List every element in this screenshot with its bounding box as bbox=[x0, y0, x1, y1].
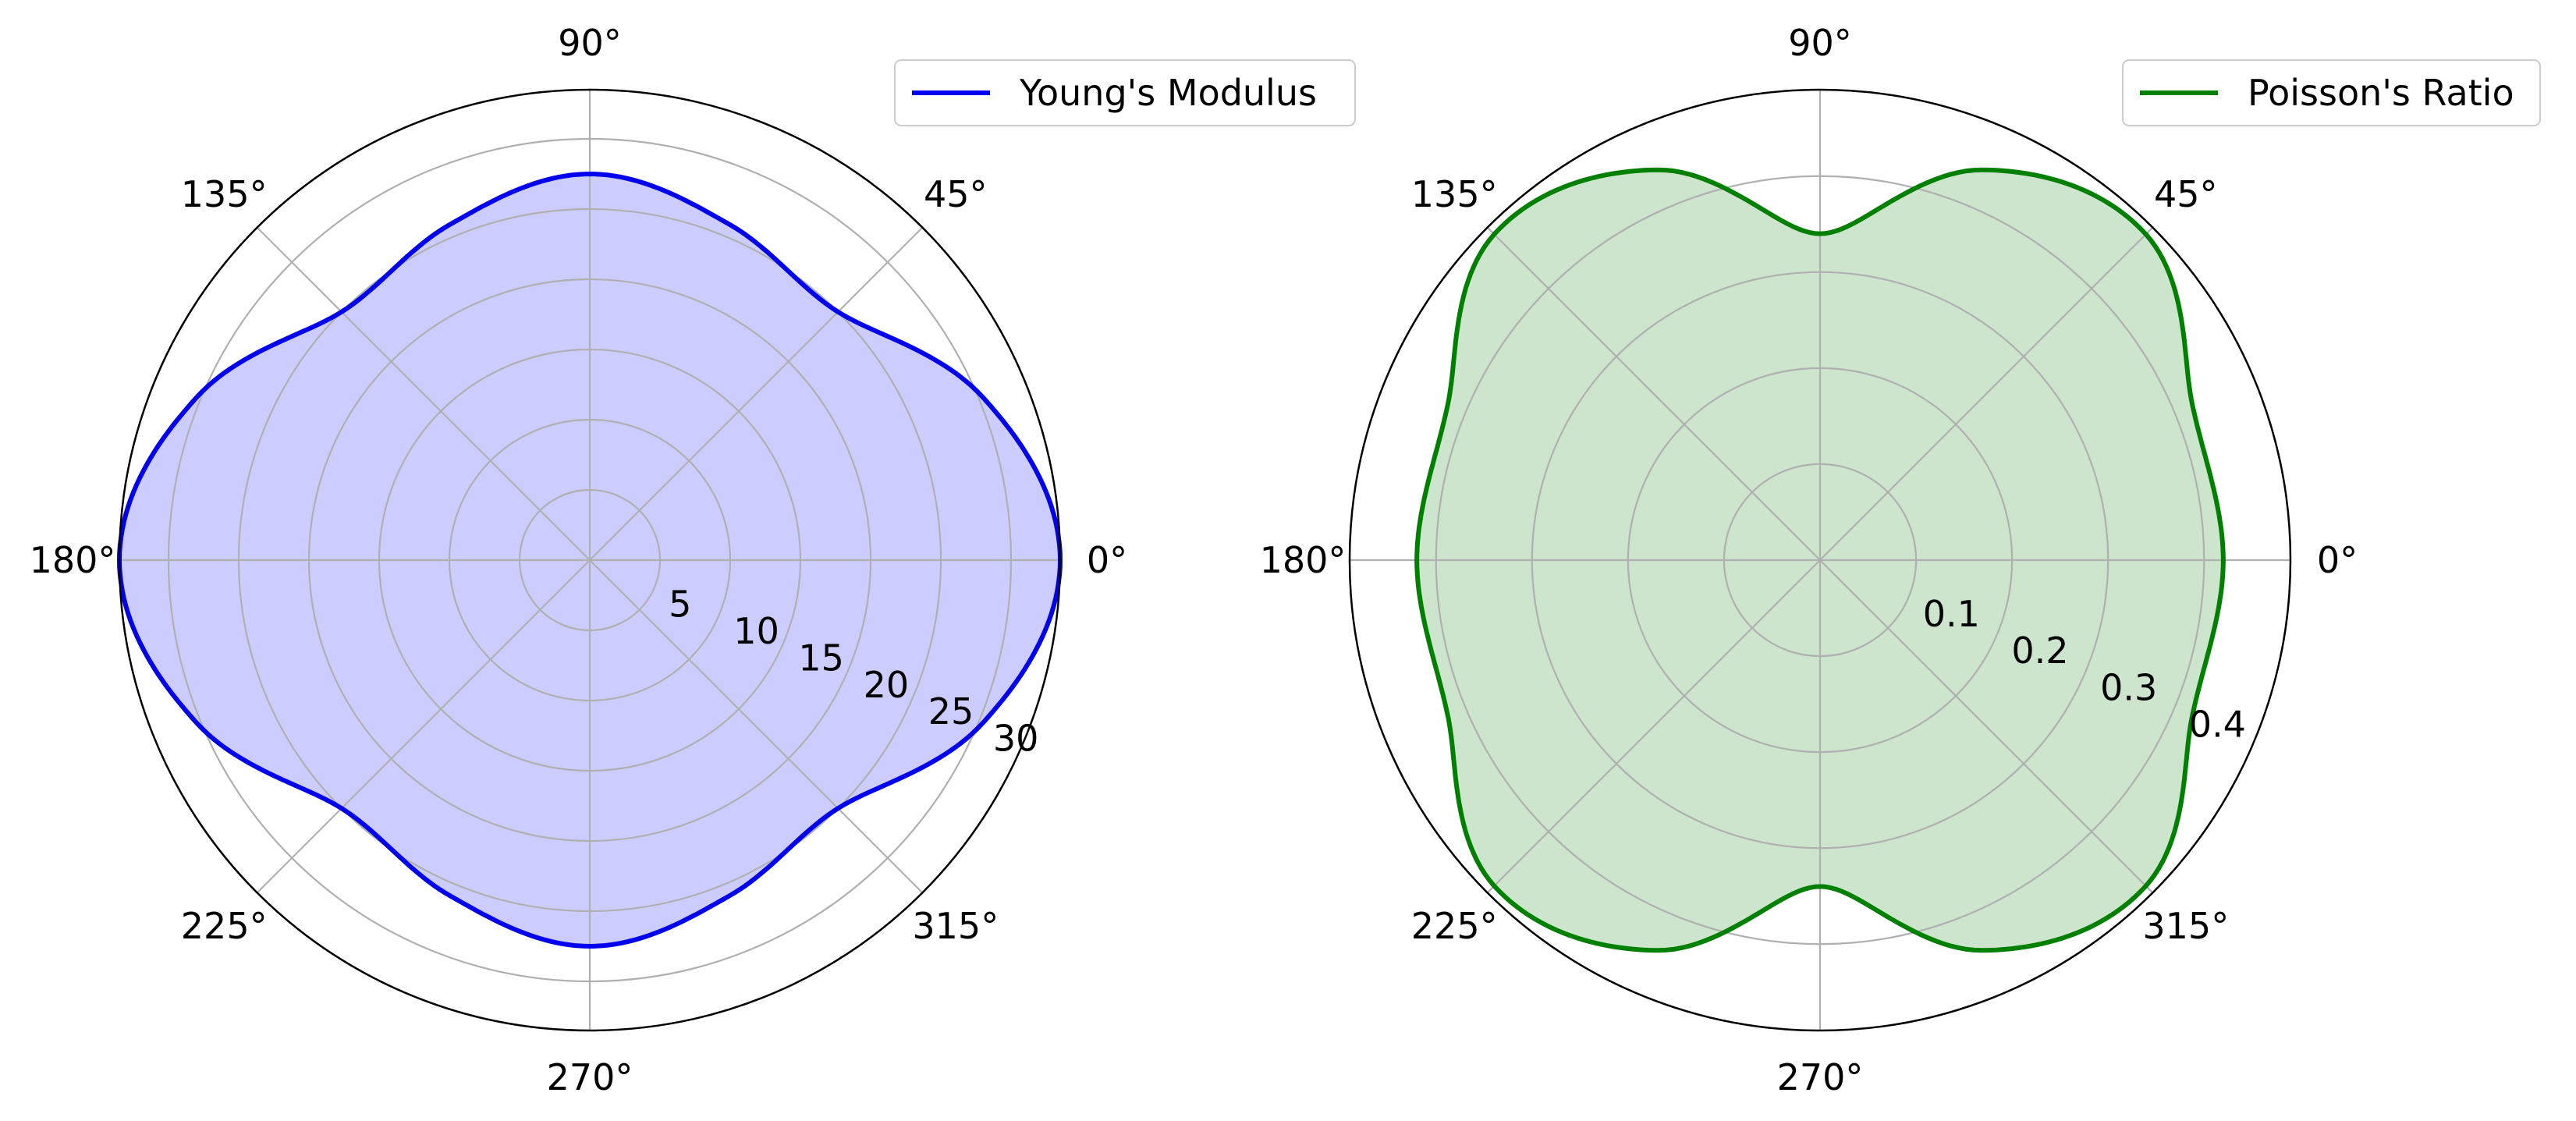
polar-frame bbox=[1348, 88, 2292, 1032]
angle-tick-label: 180° bbox=[1260, 539, 1347, 581]
angle-tick-label: 180° bbox=[30, 539, 116, 581]
radial-tick-label: 10 bbox=[733, 610, 779, 652]
angle-tick-label: 135° bbox=[1411, 173, 1498, 215]
series-line-0 bbox=[1414, 167, 2226, 953]
angle-tick-label: 135° bbox=[181, 173, 268, 215]
angle-tick-label: 225° bbox=[1411, 905, 1498, 947]
angular-gridline-1 bbox=[1819, 226, 2154, 561]
radial-tick-label: 0.4 bbox=[2189, 703, 2246, 745]
angle-tick-label: 45° bbox=[2154, 173, 2218, 215]
angle-tick-label: 0° bbox=[2317, 539, 2358, 581]
legend: Poisson's Ratio bbox=[2122, 59, 2541, 126]
angle-tick-label: 270° bbox=[1777, 1056, 1864, 1098]
angle-tick-label: 315° bbox=[2142, 905, 2229, 947]
angle-tick-label: 315° bbox=[912, 905, 999, 947]
angle-tick-label: 270° bbox=[547, 1056, 633, 1098]
legend-label: Poisson's Ratio bbox=[2248, 72, 2514, 114]
angular-gridline-7 bbox=[589, 559, 924, 894]
legend-box bbox=[2122, 59, 2541, 126]
angular-gridline-7 bbox=[1819, 559, 2154, 894]
radial-tick-label: 5 bbox=[669, 583, 691, 625]
radial-tick-label: 0.3 bbox=[2100, 666, 2157, 708]
radial-tick-label: 20 bbox=[864, 664, 910, 706]
angle-tick-label: 0° bbox=[1087, 539, 1127, 581]
legend-label: Young's Modulus bbox=[1019, 72, 1317, 114]
legend: Young's Modulus bbox=[894, 59, 1356, 126]
polar-frame bbox=[118, 88, 1062, 1032]
angle-tick-label: 90° bbox=[558, 22, 622, 64]
polar-chart-youngs-modulus: 0° 45° 90° 135° 180° 225° 270° 315° 5 10 15 20 25 30 Y… bbox=[30, 22, 1356, 1098]
radial-tick-label: 0.2 bbox=[2011, 630, 2068, 672]
angular-gridline-3 bbox=[256, 226, 591, 561]
angle-tick-label: 225° bbox=[181, 905, 268, 947]
angle-tick-label: 90° bbox=[1788, 22, 1852, 64]
angular-gridline-3 bbox=[1486, 226, 1821, 561]
angular-gridline-5 bbox=[1486, 559, 1821, 894]
angular-gridline-1 bbox=[589, 226, 924, 561]
angle-tick-label: 45° bbox=[924, 173, 988, 215]
angular-gridline-5 bbox=[256, 559, 591, 894]
legend-box bbox=[894, 59, 1356, 126]
polar-chart-poissons-ratio: 0° 45° 90° 135° 180° 225° 270° 315° 0.1 0.2 0.3 0.4… bbox=[1260, 22, 2541, 1098]
radial-tick-label: 25 bbox=[928, 690, 974, 733]
radial-tick-label: 0.1 bbox=[1923, 593, 1980, 635]
radial-tick-label: 30 bbox=[993, 718, 1039, 760]
radial-tick-label: 15 bbox=[798, 637, 844, 679]
